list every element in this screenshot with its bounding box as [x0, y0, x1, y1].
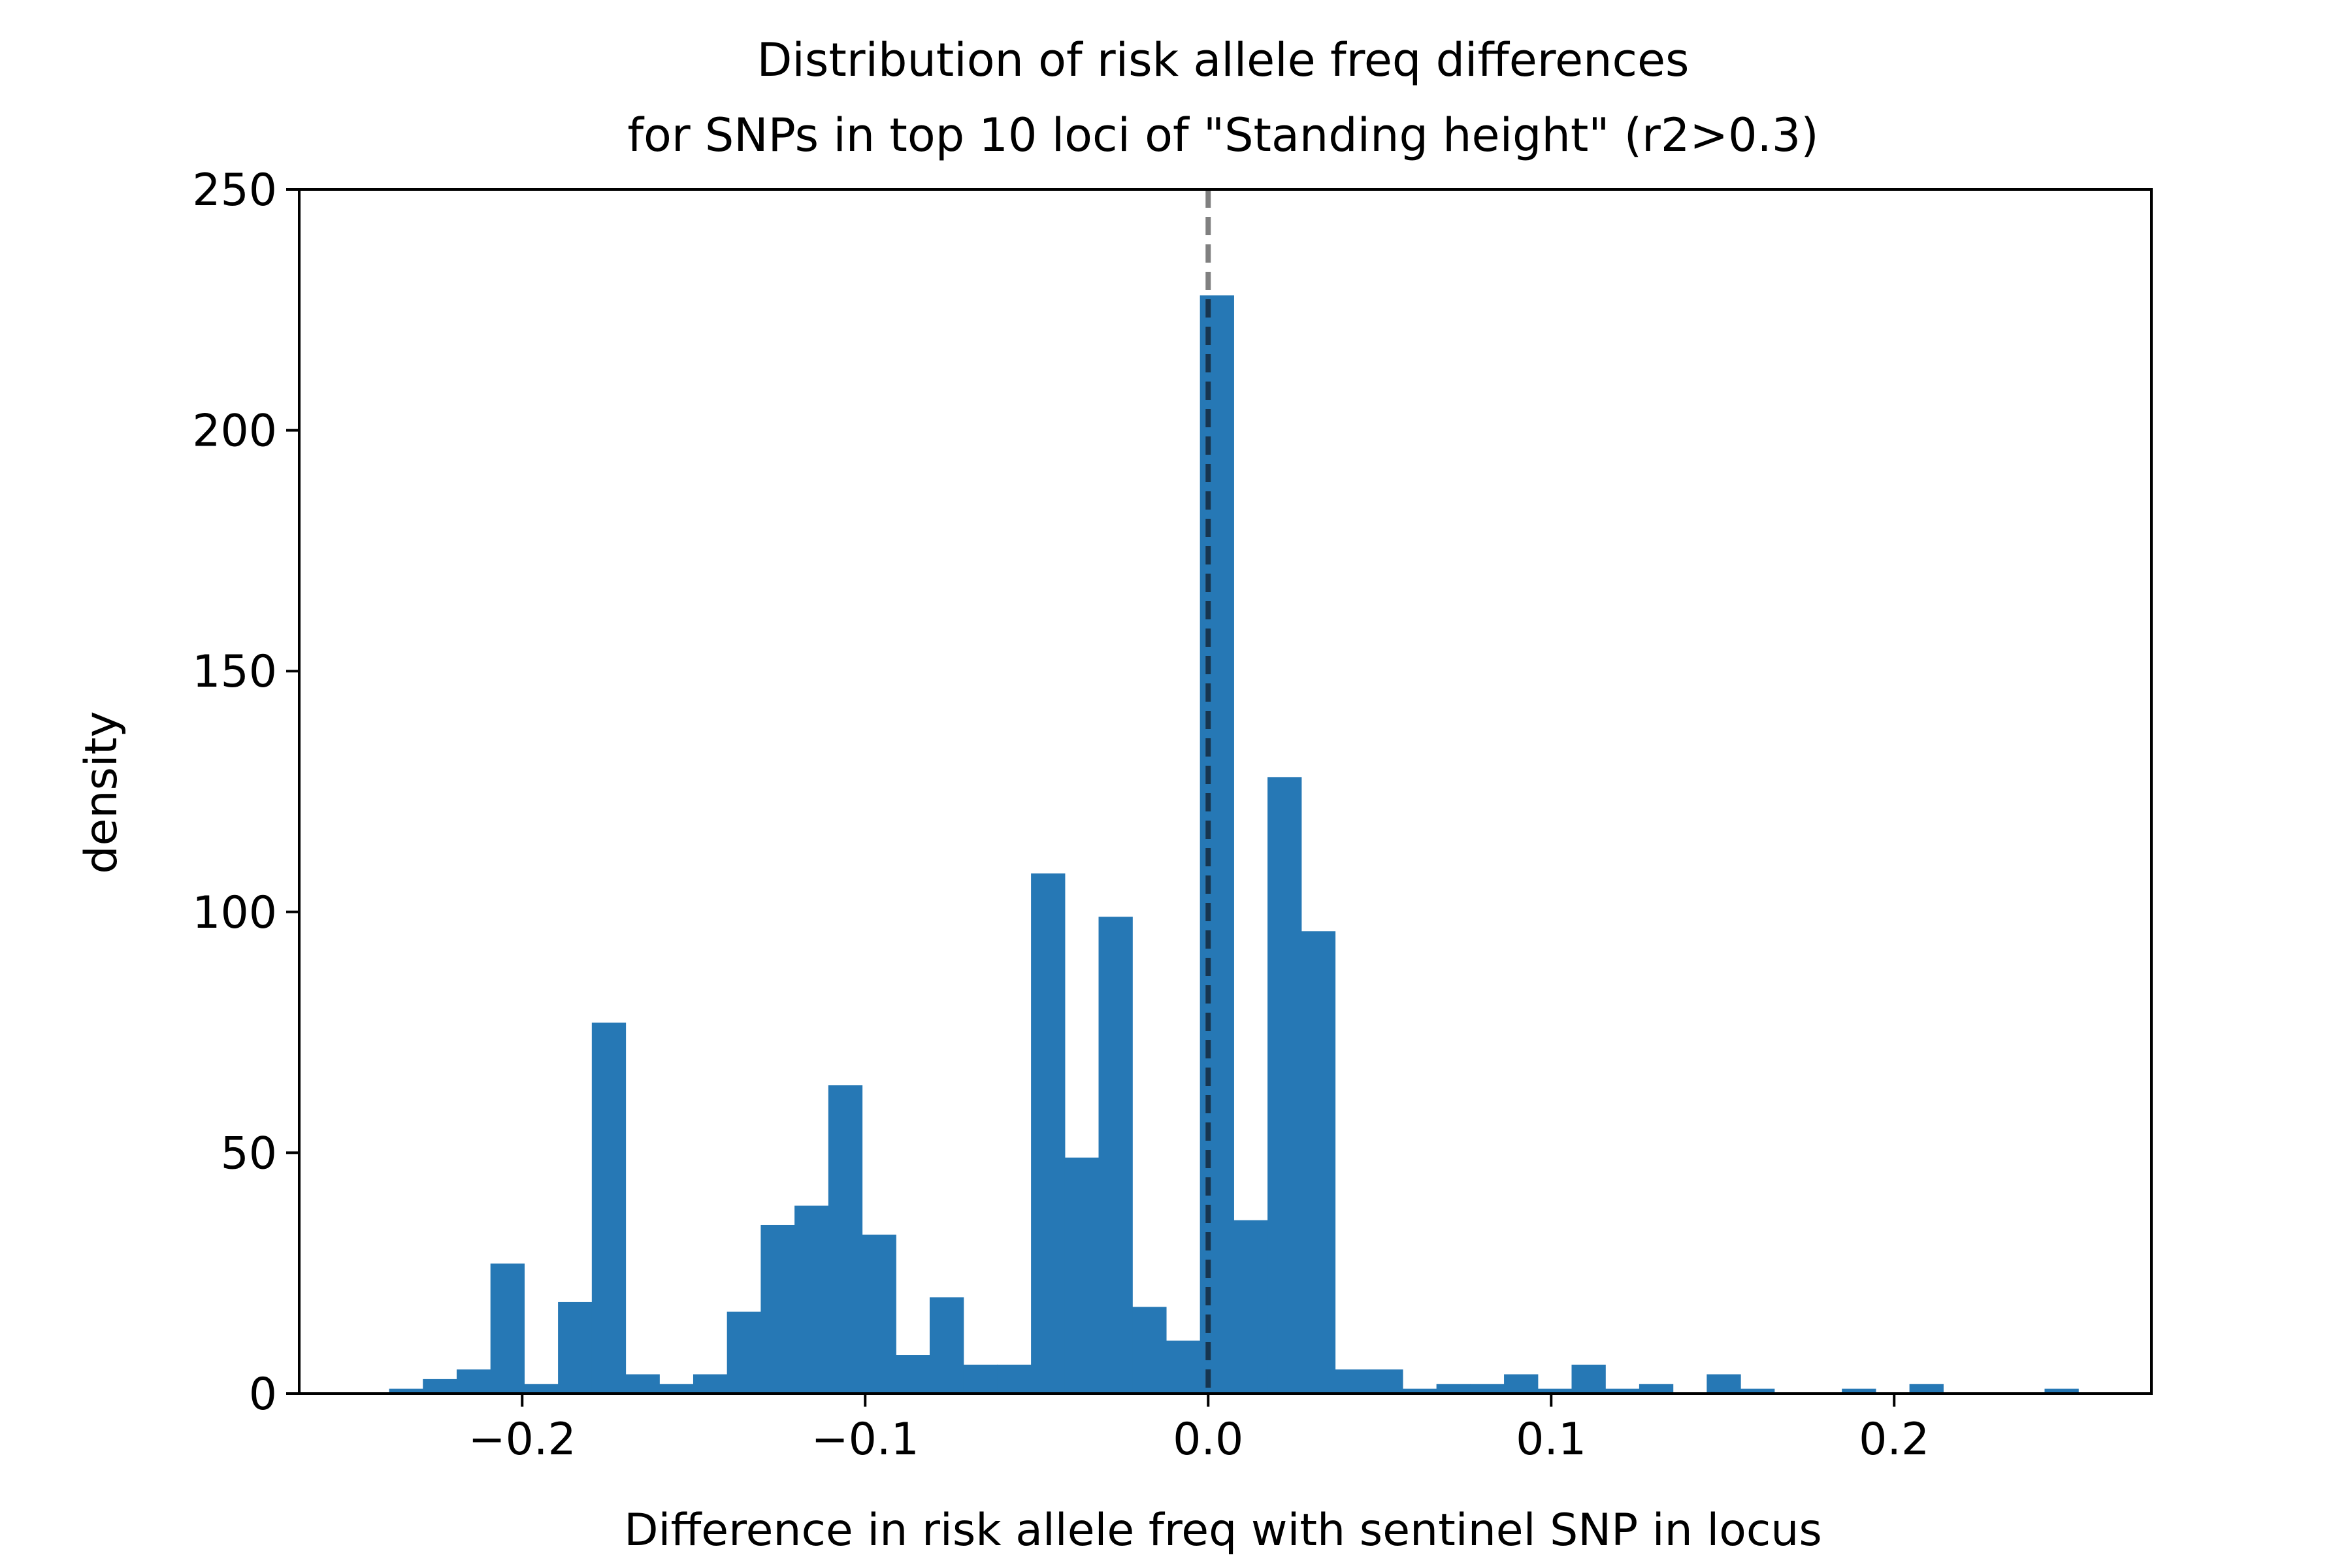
- histogram-bar: [591, 1022, 627, 1394]
- histogram-bar: [423, 1379, 457, 1394]
- histogram-bar: [1031, 873, 1066, 1394]
- x-tick-label: 0.2: [1859, 1414, 1929, 1465]
- histogram-bar: [2044, 1388, 2079, 1394]
- histogram-bar: [1402, 1388, 1437, 1394]
- histogram-bar: [862, 1234, 896, 1394]
- histogram-bar: [456, 1369, 491, 1394]
- histogram-bar: [389, 1388, 423, 1394]
- histogram-bar: [1707, 1374, 1741, 1394]
- x-axis-ticks: −0.2 −0.1 0.0 0.1 0.2: [468, 1394, 1929, 1465]
- histogram-bar: [1098, 917, 1133, 1394]
- histogram-bar: [625, 1374, 660, 1394]
- histogram-bar: [490, 1263, 525, 1394]
- histogram-bar: [1267, 777, 1302, 1394]
- histogram-bar: [1233, 1220, 1268, 1394]
- histogram-bar: [1504, 1374, 1539, 1394]
- histogram-bar: [558, 1301, 593, 1394]
- chart-title-line-2: for SNPs in top 10 loci of "Standing hei…: [627, 108, 1818, 162]
- chart-title: Distribution of risk allele freq differe…: [627, 33, 1818, 162]
- y-tick-label: 0: [249, 1369, 277, 1420]
- histogram-bar: [1537, 1388, 1573, 1394]
- histogram-bar: [1470, 1384, 1505, 1394]
- histogram-bar: [1605, 1388, 1640, 1394]
- histogram-bar: [1740, 1388, 1775, 1394]
- histogram-bar: [760, 1224, 795, 1394]
- x-tick-label: 0.1: [1516, 1414, 1586, 1465]
- plot-frame: [298, 188, 2153, 1395]
- y-tick-label: 150: [192, 646, 277, 698]
- y-axis-ticks: 0 50 100 150 200 250: [192, 165, 299, 1420]
- histogram-bar: [1571, 1364, 1606, 1394]
- y-tick-label: 100: [192, 887, 277, 939]
- histogram-bar: [1132, 1307, 1167, 1394]
- y-axis-label: density: [76, 711, 127, 874]
- x-axis-label: Difference in risk allele freq with sent…: [624, 1505, 1822, 1556]
- y-tick-label: 250: [192, 165, 277, 216]
- histogram-bar: [929, 1297, 964, 1394]
- histogram-bar: [1369, 1369, 1403, 1394]
- histogram-bar: [1909, 1384, 1944, 1394]
- chart-title-line-1: Distribution of risk allele freq differe…: [757, 33, 1690, 87]
- histogram-bar: [524, 1384, 559, 1394]
- histogram-bar: [1301, 931, 1336, 1394]
- histogram-bar: [659, 1384, 694, 1394]
- histogram-bars: [389, 295, 2079, 1394]
- x-tick-label: 0.0: [1173, 1414, 1243, 1465]
- x-tick-label: −0.2: [468, 1414, 576, 1465]
- histogram-bar: [727, 1311, 761, 1394]
- histogram-bar: [1639, 1384, 1674, 1394]
- histogram-bar: [896, 1355, 930, 1394]
- histogram-bar: [693, 1374, 728, 1394]
- histogram-bar: [1842, 1388, 1876, 1394]
- histogram-bar: [828, 1085, 863, 1394]
- histogram-bar: [1436, 1384, 1471, 1394]
- histogram-bar: [794, 1205, 829, 1394]
- y-tick-label: 50: [220, 1128, 277, 1179]
- histogram-bar: [1166, 1340, 1201, 1394]
- y-tick-label: 200: [192, 406, 277, 457]
- x-tick-label: −0.1: [811, 1414, 919, 1465]
- histogram-bar: [963, 1364, 998, 1394]
- histogram-bar: [1335, 1369, 1369, 1394]
- histogram-bar: [1200, 295, 1234, 1394]
- histogram-bar: [997, 1364, 1032, 1394]
- histogram-bar: [1064, 1157, 1100, 1394]
